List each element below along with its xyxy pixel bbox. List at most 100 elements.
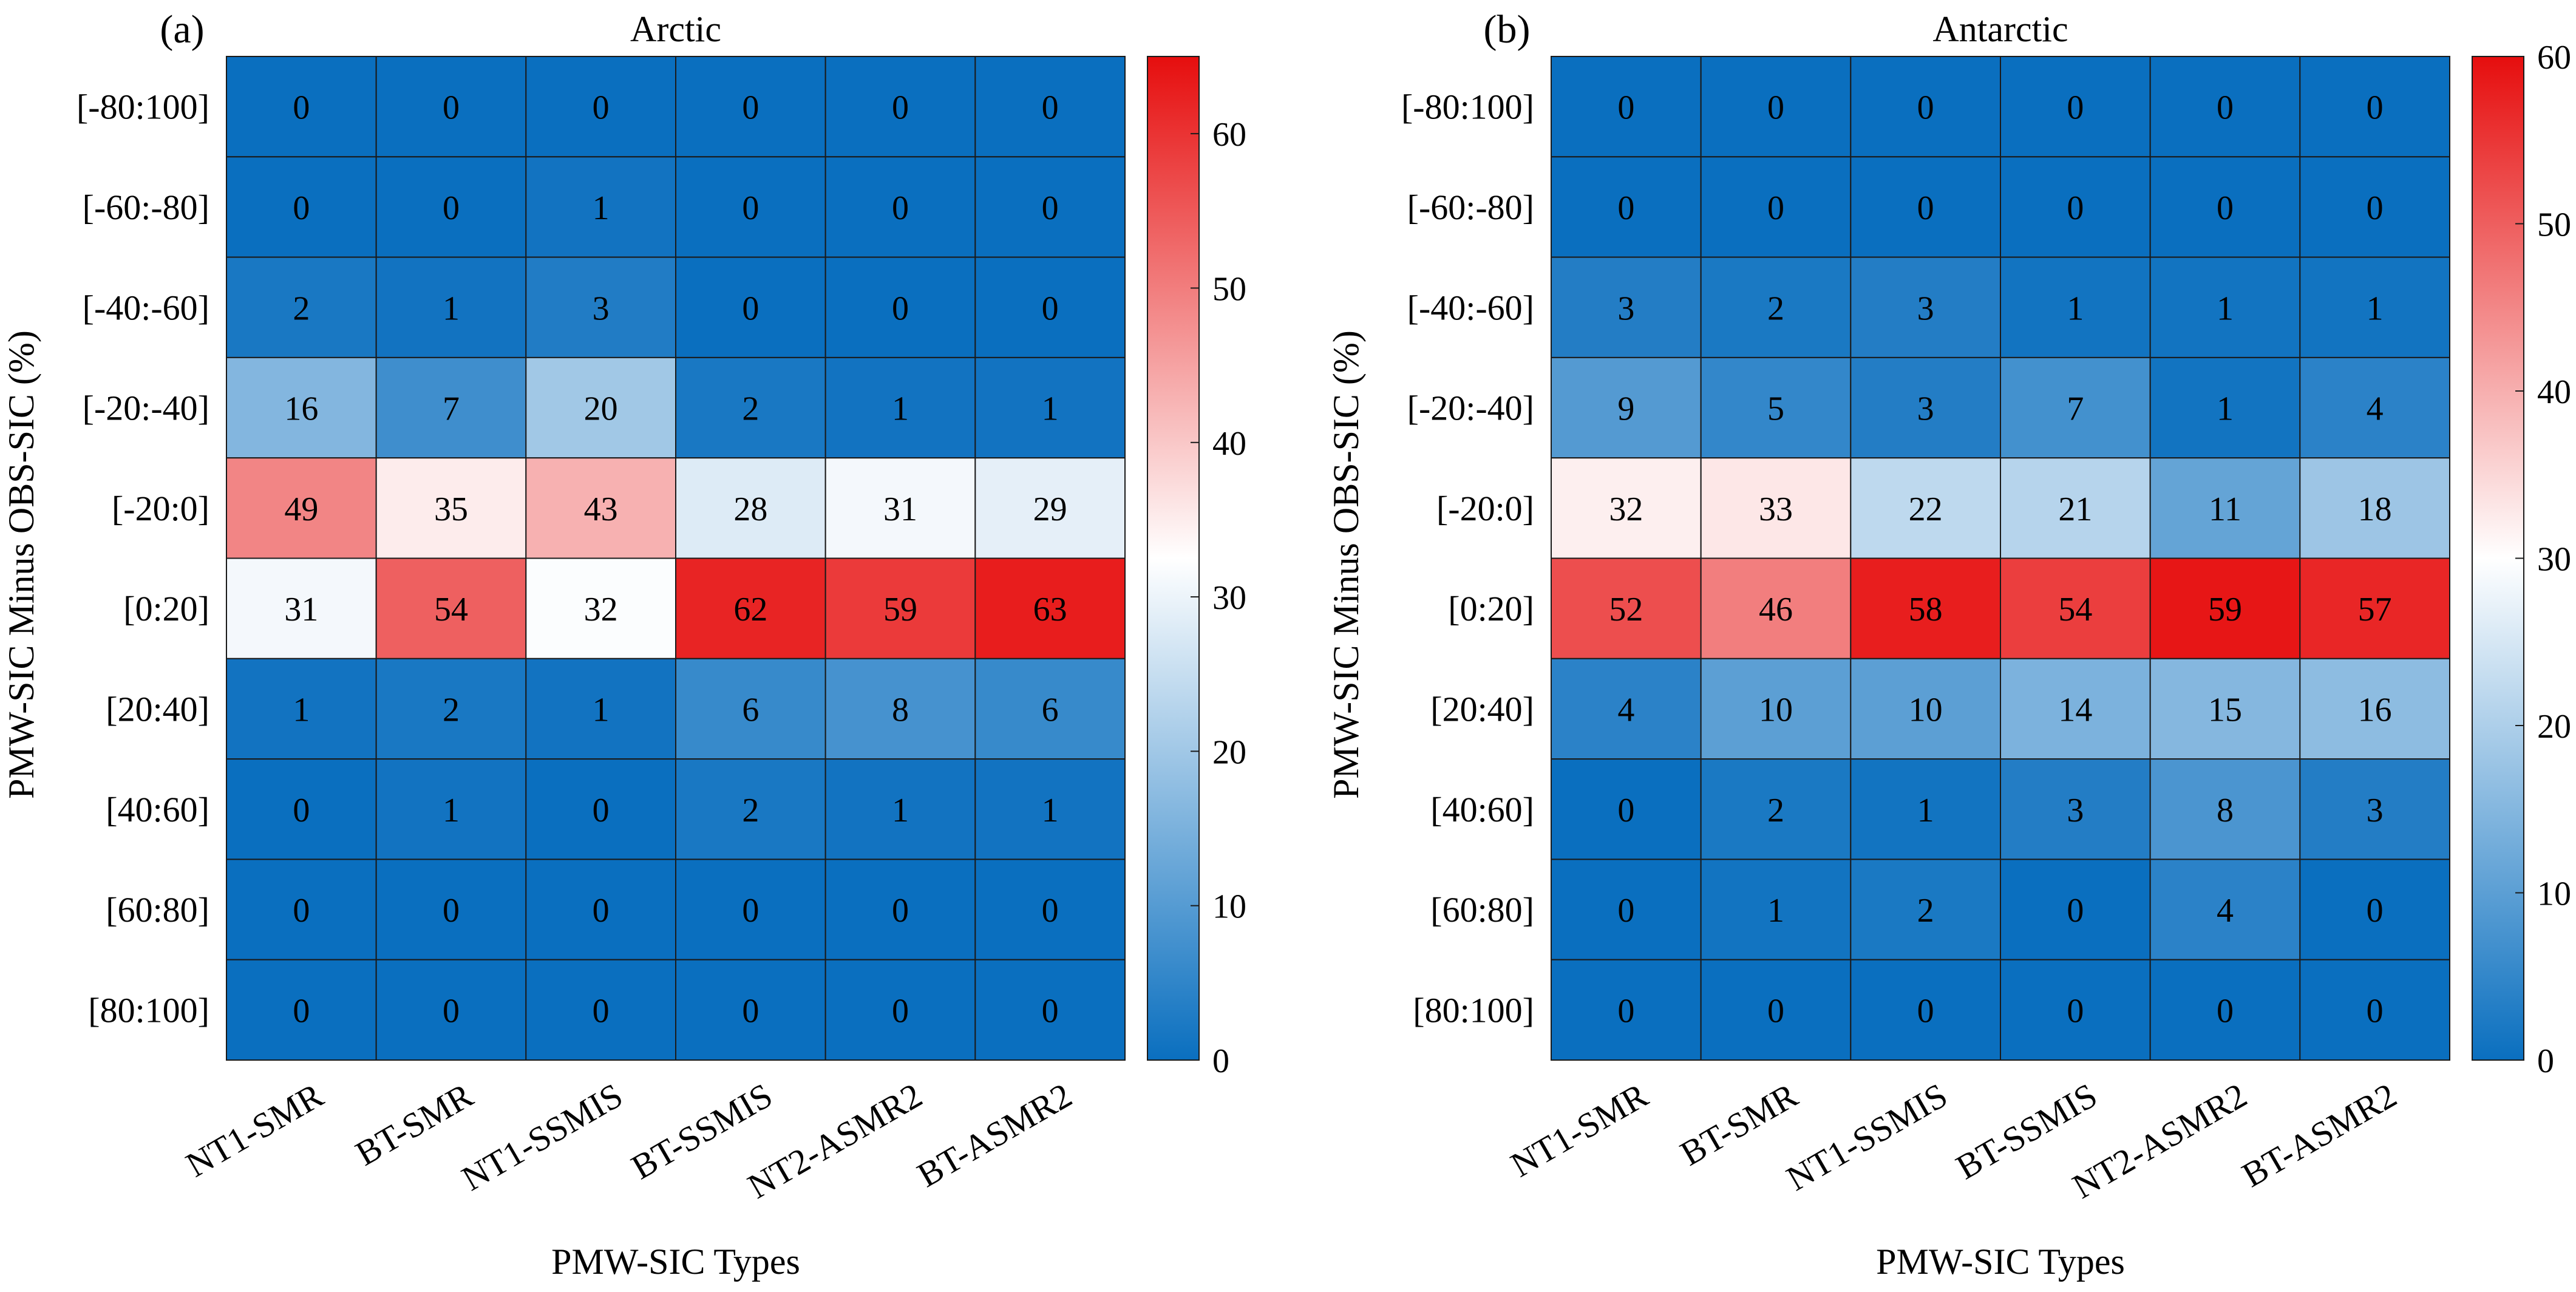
y-tick-label: [20:40]	[1430, 689, 1534, 729]
heatmap-cell	[226, 557, 377, 659]
cell-value-label: 0	[892, 992, 909, 1030]
cell-value-label: 22	[1909, 491, 1943, 528]
cell-value-label: 0	[1917, 992, 1934, 1030]
heatmap-cell	[675, 56, 826, 158]
heatmap-cell	[824, 858, 976, 960]
heatmap-cell	[375, 56, 527, 158]
cell-value-label: 1	[892, 390, 909, 428]
heatmap-cell	[2299, 356, 2450, 459]
cell-value-label: 3	[1617, 290, 1634, 327]
cell-value-label: 0	[1767, 189, 1784, 227]
heatmap-cell	[1850, 156, 2001, 258]
cell-value-label: 0	[2067, 992, 2084, 1030]
heatmap-cell	[974, 557, 1126, 659]
x-tick-label: BT-SMR	[349, 1075, 480, 1174]
cell-value-label: 0	[2217, 189, 2234, 227]
cell-value-label: 1	[1042, 390, 1059, 428]
cell-value-label: 0	[1767, 992, 1784, 1030]
cell-value-label: 0	[1042, 892, 1059, 930]
cell-value-label: 6	[742, 691, 759, 729]
cell-value-label: 63	[1033, 591, 1067, 628]
heatmap-cell	[2299, 156, 2450, 258]
colorbar-tick-label: 30	[2537, 541, 2571, 579]
heatmap-cell	[2299, 758, 2450, 860]
cell-value-label: 1	[1042, 792, 1059, 829]
cell-value-label: 1	[2067, 290, 2084, 327]
cell-value-label: 8	[892, 691, 909, 729]
cell-value-label: 7	[2067, 390, 2084, 428]
heatmap-cell	[675, 959, 826, 1061]
y-tick-label: [40:60]	[106, 790, 209, 829]
heatmap-cell	[974, 959, 1126, 1061]
cell-value-label: 3	[2367, 792, 2384, 829]
arctic-x-tick-labels: NT1-SMR BT-SMRNT1-SSMISBT-SSMISNT2-ASMR2B…	[179, 1075, 1078, 1206]
heatmap-cell	[2000, 56, 2151, 158]
heatmap-cell	[525, 658, 676, 760]
cell-value-label: 0	[2067, 189, 2084, 227]
cell-value-label: 0	[892, 89, 909, 127]
cell-value-label: 46	[1759, 591, 1793, 628]
y-tick-label: [-20:0]	[1436, 489, 1534, 528]
heatmap-cell	[824, 457, 976, 559]
heatmap-cell	[1700, 658, 1852, 760]
y-tick-label: [-40:-60]	[83, 288, 209, 327]
heatmap-cell	[1850, 56, 2001, 158]
heatmap-cell	[2149, 658, 2301, 760]
cell-value-label: 15	[2208, 691, 2242, 729]
cell-value-label: 1	[443, 290, 460, 327]
y-tick-label: [0:20]	[1448, 589, 1534, 628]
heatmap-cell	[675, 457, 826, 559]
heatmap-cell	[1551, 457, 1702, 559]
cell-value-label: 2	[1767, 290, 1784, 327]
cell-value-label: 0	[1617, 792, 1634, 829]
y-tick-label: [-60:-80]	[1407, 188, 1534, 227]
x-tick-label: BT-ASMR2	[2235, 1075, 2403, 1195]
heatmap-cell	[226, 858, 377, 960]
heatmap-cell	[375, 256, 527, 358]
heatmap-cell	[2000, 156, 2151, 258]
heatmap-cell	[1850, 256, 2001, 358]
cell-value-label: 0	[1917, 189, 1934, 227]
colorbar-tick-label: 50	[2537, 206, 2571, 244]
heatmap-cell	[675, 658, 826, 760]
cell-value-label: 1	[293, 691, 310, 729]
cell-value-label: 1	[593, 189, 610, 227]
antarctic-x-axis-label: PMW-SIC Types	[1876, 1242, 2125, 1282]
cell-value-label: 0	[593, 89, 610, 127]
cell-value-label: 0	[2367, 189, 2384, 227]
cell-value-label: 0	[742, 892, 759, 930]
cell-value-label: 4	[1617, 691, 1634, 729]
cell-value-label: 35	[434, 491, 468, 528]
heatmap-cell	[974, 156, 1126, 258]
x-tick-label: NT1-SMR	[179, 1075, 330, 1185]
heatmap-cell	[974, 457, 1126, 559]
heatmap-cell	[2299, 457, 2450, 559]
cell-value-label: 0	[443, 89, 460, 127]
cell-value-label: 31	[883, 491, 917, 528]
cell-value-label: 8	[2217, 792, 2234, 829]
heatmap-cell	[2299, 858, 2450, 960]
heatmap-cell	[675, 256, 826, 358]
antarctic-heatmap-cells	[1551, 56, 2450, 1061]
panel-label-a: (a)	[160, 7, 204, 52]
cell-value-label: 21	[2058, 491, 2092, 528]
heatmap-cell	[525, 56, 676, 158]
colorbar-tick-label: 60	[1212, 116, 1246, 154]
cell-value-label: 2	[293, 290, 310, 327]
cell-value-label: 0	[1617, 992, 1634, 1030]
heatmap-cell	[2000, 457, 2151, 559]
heatmap-cell	[226, 658, 377, 760]
heatmap-cell	[675, 356, 826, 459]
cell-value-label: 0	[1617, 189, 1634, 227]
heatmap-cell	[2000, 256, 2151, 358]
cell-value-label: 0	[742, 89, 759, 127]
heatmap-cell	[1700, 56, 1852, 158]
cell-value-label: 5	[1767, 390, 1784, 428]
y-tick-label: [0:20]	[123, 589, 209, 628]
heatmap-cell	[226, 758, 377, 860]
cell-value-label: 0	[2067, 892, 2084, 930]
heatmap-cell	[525, 457, 676, 559]
arctic-x-axis-label: PMW-SIC Types	[551, 1242, 800, 1282]
antarctic-panel: (b) Antarctic 0 0 0 0 0 00 0 0 0 0 03 2 3 1 1 19 5 3 7 1 432…	[1326, 7, 2571, 1282]
arctic-cell-labels: 0 0 0 0 0 00 0 1 0 0 02 1 3 0 0 016 7 20 2 1 149 35 43 28 31 2931…	[284, 89, 1067, 1030]
